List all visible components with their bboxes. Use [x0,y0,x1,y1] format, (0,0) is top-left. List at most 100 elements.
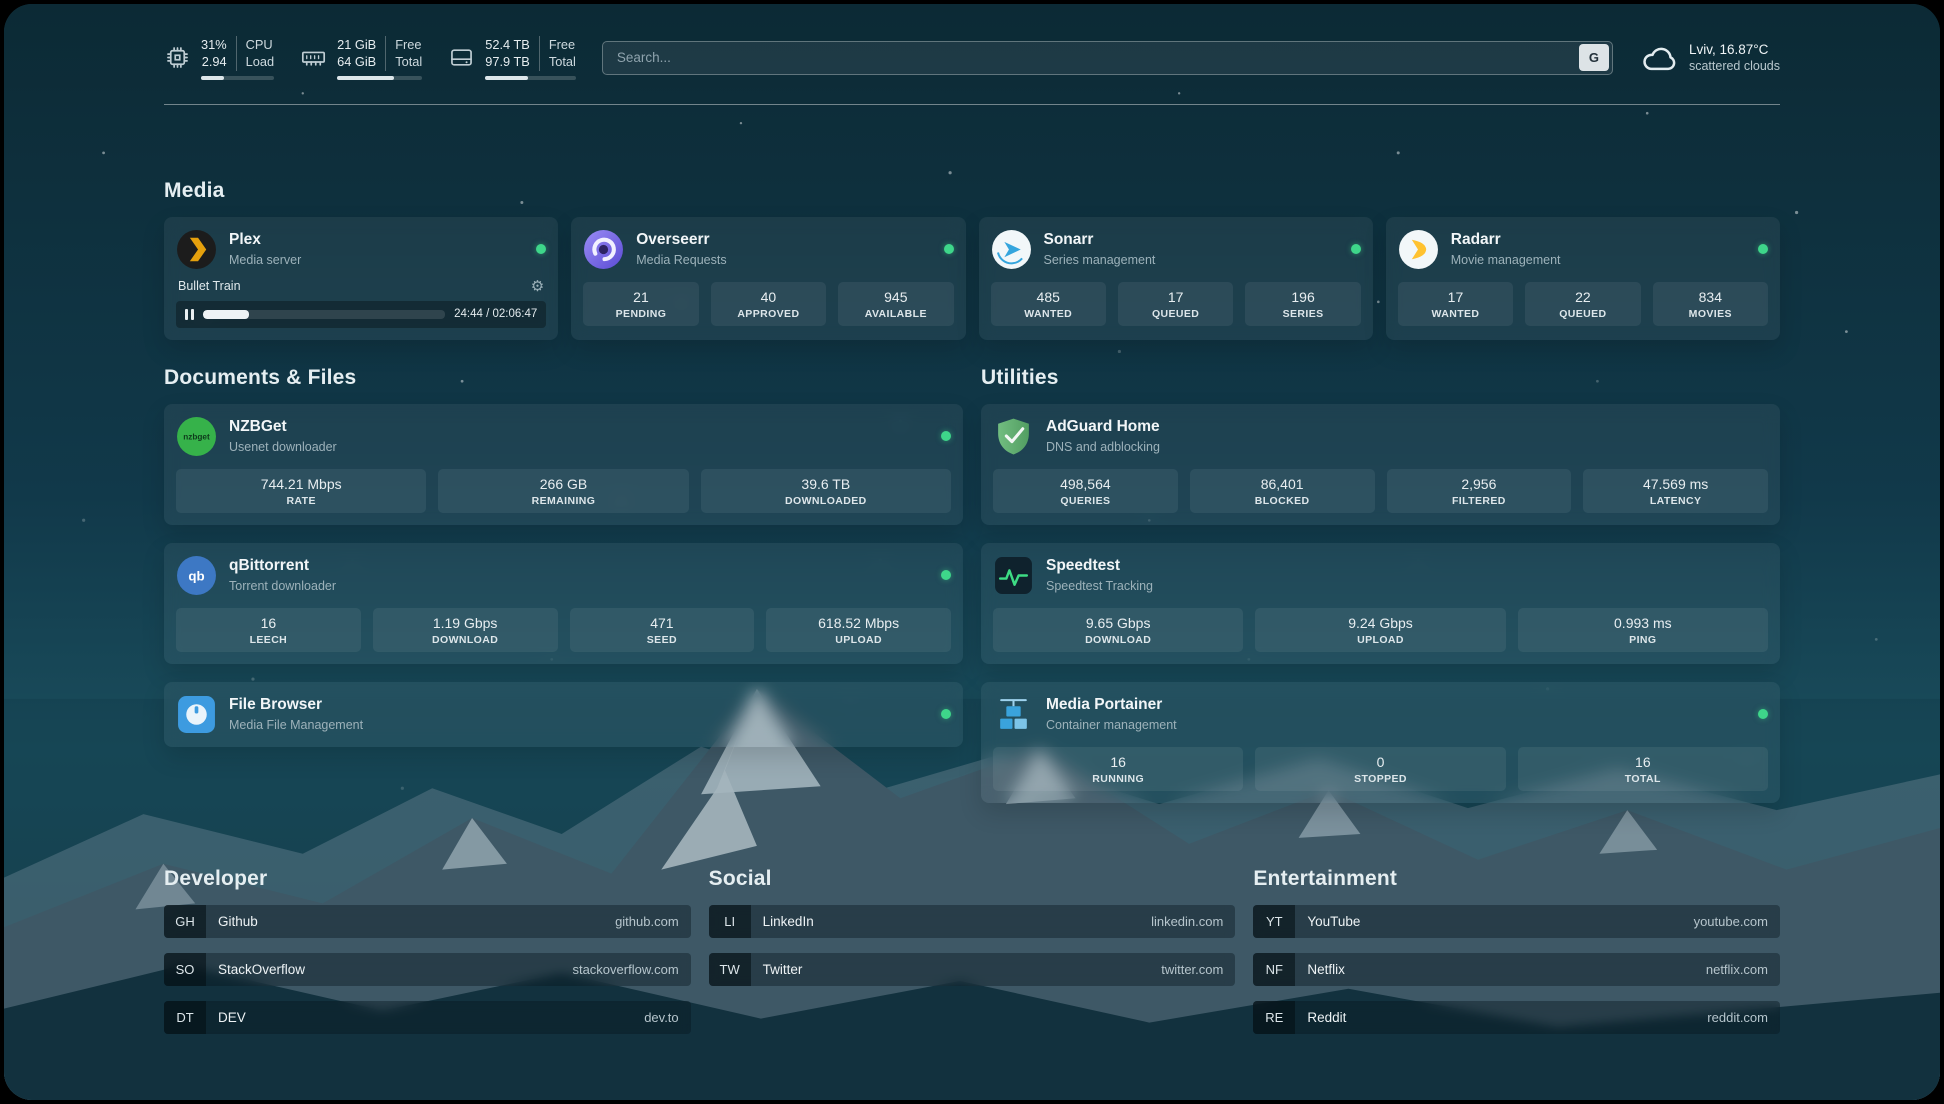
section-title-entertainment: Entertainment [1253,866,1398,890]
status-dot [941,431,951,442]
sonarr-icon [991,229,1031,269]
overseerr-icon [584,229,624,269]
bookmark-name: YouTube [1307,913,1361,929]
playback-progress-track[interactable] [203,309,446,319]
service-card-sonarr[interactable]: Sonarr Series management 485 WANTED 17 Q… [978,216,1373,340]
status-dot [536,244,547,255]
bookmark-name: Twitter [762,961,803,977]
cpu-usage-bar-fill [201,75,224,80]
service-card-portainer[interactable]: Media Portainer Container management 16 … [981,681,1780,803]
memory-usage-bar [337,75,423,80]
bookmark-netflix[interactable]: NF Netflix netflix.com [1253,952,1780,986]
cpu-usage-bar [201,75,275,80]
status-dot [1758,244,1768,255]
search-provider-button[interactable]: G [1578,44,1609,72]
stat-label: MOVIES [1688,307,1732,320]
disk-free-value: 52.4 TB [485,37,530,52]
bookmark-linkedin[interactable]: LI LinkedIn linkedin.com [708,904,1236,938]
stat-value: 9.65 Gbps [1085,614,1151,631]
service-card-overseerr[interactable]: Overseerr Media Requests 21 PENDING 40 A… [571,216,966,340]
service-card-qbittorrent[interactable]: qb qBittorrent Torrent downloader 16 [164,542,963,664]
gear-icon[interactable]: ⚙ [530,277,545,295]
disk-icon [451,49,473,66]
plex-now-playing: Bullet Train ⚙ 24:44 / 02:06:47 [176,277,547,328]
service-description: Movie management [1450,252,1561,267]
cpu-usage-value: 31% [201,37,227,52]
service-description: Series management [1043,252,1156,267]
disk-total-value: 97.9 TB [485,54,530,70]
bookmark-abbr: GH [164,904,206,938]
playback-progress-fill [203,309,249,319]
stat-label: DOWNLOAD [1085,633,1152,646]
stat-label: PENDING [615,307,667,320]
bookmark-reddit[interactable]: RE Reddit reddit.com [1253,1000,1780,1034]
stat-box: 266 GB REMAINING [438,468,689,513]
stat-value: 22 [1575,288,1591,305]
service-name: Plex [229,231,261,249]
stat-label: WANTED [1431,307,1480,320]
qbittorrent-icon: qb [177,555,216,595]
stat-label: TOTAL [1624,772,1661,785]
svg-text:nzbget: nzbget [183,432,210,441]
service-card-adguard[interactable]: AdGuard Home DNS and adblocking 498,564 … [981,403,1780,525]
cpu-label-top: CPU [245,37,273,52]
stat-box: 40 APPROVED [710,281,827,326]
bookmark-dev[interactable]: DT DEV dev.to [164,1000,691,1034]
stat-value: 1.19 Gbps [432,614,498,631]
bookmark-url: dev.to [644,1009,679,1025]
stat-value: 40 [760,288,777,305]
pause-icon[interactable] [185,308,194,320]
bookmark-name: LinkedIn [762,913,814,929]
stat-box: 86,401 BLOCKED [1189,468,1375,513]
service-card-plex[interactable]: Plex Media server Bullet Train ⚙ [164,216,559,340]
section-documents: Documents & Files nzbget NZBGet Usenet d… [164,366,963,803]
bookmark-group-developer: Developer GH Github github.com SO StackO… [164,867,691,1034]
bookmark-abbr: SO [164,952,206,986]
service-name: Overseerr [636,231,710,249]
stat-label: UPLOAD [1357,633,1404,646]
service-card-radarr[interactable]: Radarr Movie management 17 WANTED 22 QUE… [1385,216,1780,340]
stat-box: 2,956 FILTERED [1386,468,1572,513]
resource-widgets: 31% 2.94 CPU Load [164,36,576,80]
service-description: Usenet downloader [229,439,337,454]
stat-label: QUEUED [1559,307,1607,320]
bookmark-url: stackoverflow.com [572,961,679,977]
memory-total-value: 64 GiB [337,54,377,70]
media-grid: Plex Media server Bullet Train ⚙ [164,216,1780,340]
service-card-filebrowser[interactable]: File Browser Media File Management [164,681,963,747]
topbar-divider [164,103,1780,105]
dashboard-content: 31% 2.94 CPU Load [4,4,1940,1100]
status-dot [1350,244,1361,255]
bookmark-twitter[interactable]: TW Twitter twitter.com [708,952,1236,986]
service-card-speedtest[interactable]: Speedtest Speedtest Tracking 9.65 Gbps D… [981,542,1780,664]
stat-label: SEED [646,633,677,646]
service-name: Speedtest [1046,557,1121,575]
stat-value: 498,564 [1060,475,1111,492]
stat-label: DOWNLOADED [785,494,867,507]
stat-value: 47.569 ms [1642,475,1709,492]
stat-value: 17 [1167,288,1184,305]
section-title-social: Social [708,866,772,890]
weather-location: Lviv, 16.87°C [1688,41,1769,57]
service-card-nzbget[interactable]: nzbget NZBGet Usenet downloader 744.21 M… [164,403,963,525]
stat-box: 22 QUEUED [1525,281,1641,326]
svg-text:qb: qb [188,568,204,583]
stat-box: 21 PENDING [583,281,699,326]
service-description: Container management [1046,717,1177,732]
memory-label-top: Free [395,37,422,52]
stat-box: 618.52 Mbps UPLOAD [766,607,951,652]
stat-label: LATENCY [1649,494,1702,507]
stat-value: 39.6 TB [801,475,851,492]
bookmark-stackoverflow[interactable]: SO StackOverflow stackoverflow.com [164,952,691,986]
stat-value: 485 [1036,288,1060,305]
cpu-icon [167,47,188,69]
bookmark-github[interactable]: GH Github github.com [164,904,691,938]
cpu-widget: 31% 2.94 CPU Load [164,36,275,80]
stat-label: REMAINING [531,494,596,507]
search-input[interactable] [604,50,1579,66]
bookmark-youtube[interactable]: YT YouTube youtube.com [1253,904,1780,938]
service-name: File Browser [229,696,323,714]
stat-value: 17 [1447,288,1464,305]
stat-box: 16 LEECH [176,607,361,652]
service-description: Media Requests [636,252,727,267]
